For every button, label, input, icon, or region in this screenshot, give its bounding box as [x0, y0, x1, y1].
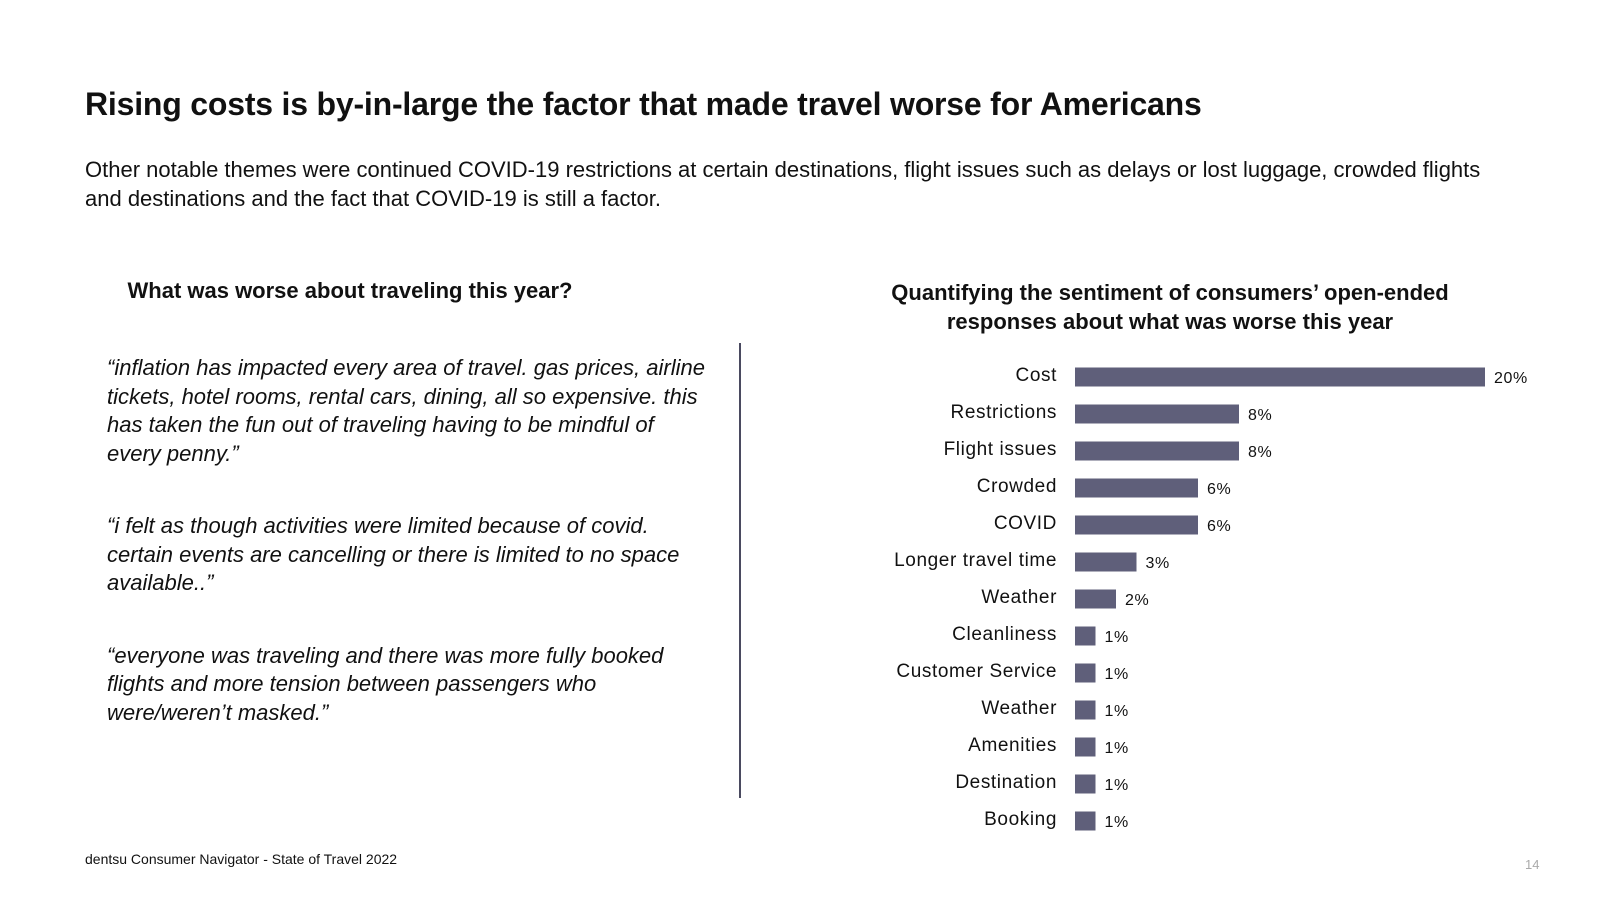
value-label: 6% — [1207, 518, 1231, 535]
value-label: 1% — [1105, 740, 1129, 757]
value-label: 20% — [1494, 370, 1528, 387]
value-label: 3% — [1146, 555, 1170, 572]
quotes-list: “inflation has impacted every area of tr… — [107, 354, 707, 771]
bar — [1075, 663, 1096, 683]
footer-source: dentsu Consumer Navigator - State of Tra… — [85, 851, 398, 867]
value-label: 1% — [1105, 703, 1129, 720]
quote-item: “inflation has impacted every area of tr… — [107, 355, 705, 466]
value-label: 1% — [1105, 777, 1129, 794]
quotes-heading: What was worse about traveling this year… — [127, 278, 573, 303]
bar — [1075, 367, 1485, 387]
value-label: 1% — [1105, 814, 1129, 831]
bar — [1075, 811, 1096, 831]
bar — [1075, 441, 1239, 461]
vertical-divider — [739, 343, 741, 798]
category-label: Longer travel time — [894, 550, 1057, 571]
bar — [1075, 589, 1116, 609]
bar — [1075, 552, 1137, 572]
category-label: Cost — [1016, 365, 1058, 386]
value-label: 6% — [1207, 481, 1231, 498]
slide-title: Rising costs is by-in-large the factor t… — [85, 86, 1202, 122]
slide-subtitle: Other notable themes were continued COVI… — [85, 157, 1481, 211]
category-label: Amenities — [968, 735, 1057, 756]
bar — [1075, 626, 1096, 646]
chart-title: Quantifying the sentiment of consumers’ … — [891, 280, 1449, 334]
category-label: Destination — [955, 772, 1057, 793]
bar — [1075, 404, 1239, 424]
category-label: Cleanliness — [952, 624, 1057, 645]
value-label: 8% — [1248, 444, 1272, 461]
value-label: 2% — [1125, 592, 1149, 609]
category-label: Customer Service — [896, 661, 1057, 682]
category-label: Booking — [984, 809, 1057, 830]
bar — [1075, 774, 1096, 794]
bar — [1075, 478, 1198, 498]
bar-chart: Cost 20% Restrictions 8% Flight issues 8% Crow… — [894, 365, 1528, 831]
page-number: 14 — [1525, 857, 1540, 872]
value-label: 1% — [1105, 666, 1129, 683]
value-label: 1% — [1105, 629, 1129, 646]
category-label: Restrictions — [951, 402, 1057, 423]
category-label: Crowded — [977, 476, 1057, 497]
quote-item: “i felt as though activities were limite… — [107, 513, 680, 595]
bar — [1075, 700, 1096, 720]
bar — [1075, 515, 1198, 535]
category-label: Weather — [981, 587, 1057, 608]
value-label: 8% — [1248, 407, 1272, 424]
category-label: COVID — [994, 513, 1057, 534]
category-label: Weather — [981, 698, 1057, 719]
quote-item: “everyone was traveling and there was mo… — [107, 642, 664, 725]
bar — [1075, 737, 1096, 757]
category-label: Flight issues — [944, 439, 1057, 460]
